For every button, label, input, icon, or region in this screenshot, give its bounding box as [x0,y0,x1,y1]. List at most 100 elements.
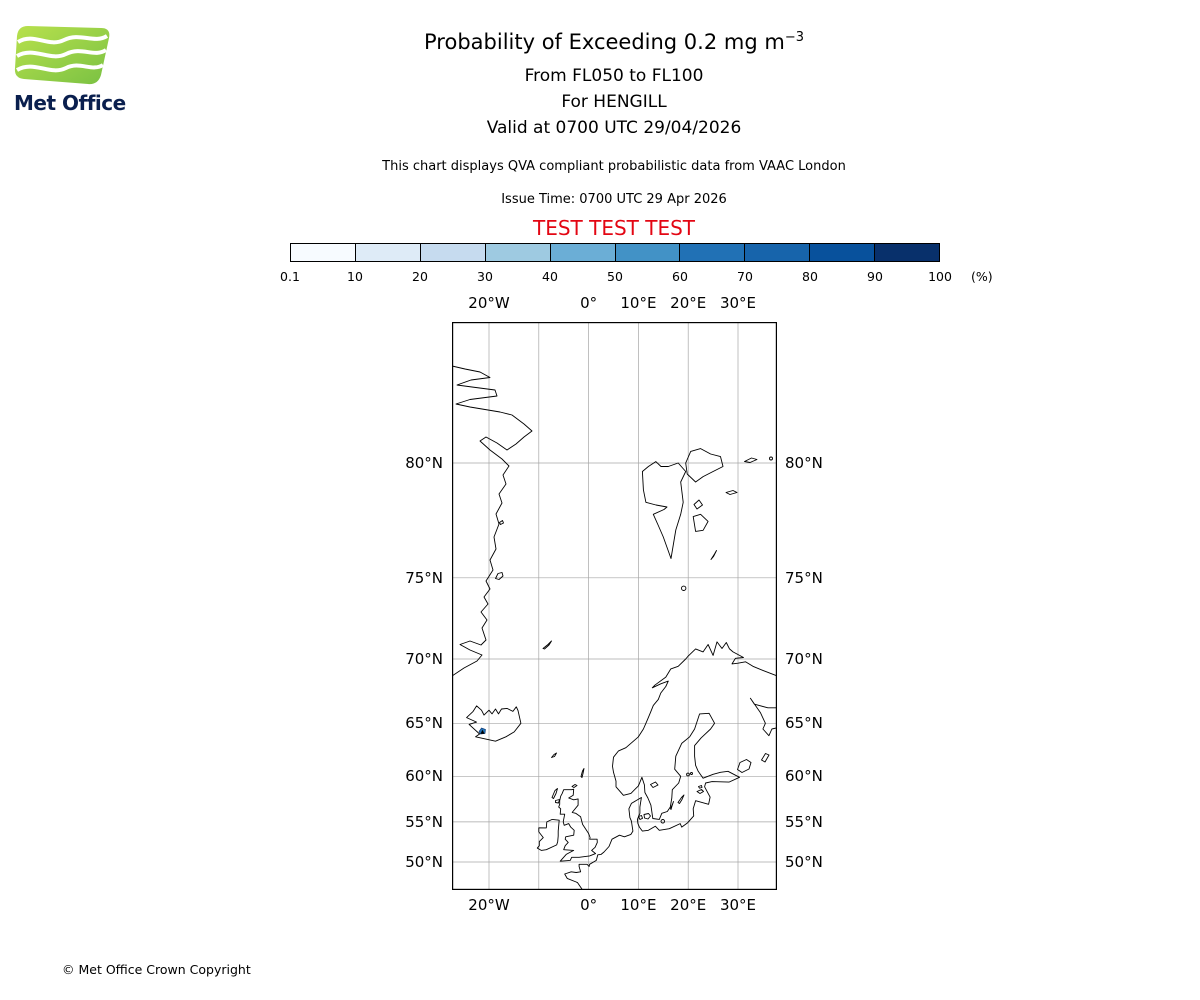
colorbar-tick-label: 100 [928,269,952,284]
chart-title-text: Probability of Exceeding 0.2 mg m [424,30,785,54]
coast-aland-1 [686,772,690,777]
colorbar-tick-label: 30 [477,269,493,284]
lon-label-bottom: 0° [580,896,598,914]
met-office-logo: Met Office [14,24,134,115]
issue-time: Issue Time: 0700 UTC 29 Apr 2026 [501,192,727,207]
colorbar-tick-label: 70 [737,269,753,284]
coast-zealand [643,813,651,820]
coast-mainland-europe [564,641,777,890]
coastlines [452,365,777,890]
coast-lewis [551,788,558,799]
lat-label-left: 75°N [405,568,443,587]
met-office-logo-graphic [14,26,110,85]
lon-label-bottom: 20°W [468,896,510,914]
colorbar-segment-7 [745,244,811,261]
lat-label-left: 55°N [405,812,443,831]
coast-hiiumaa [698,785,703,789]
coast-ile-de-france [499,520,504,525]
lon-label-bottom: 10°E [620,896,657,914]
lake-vanern [650,781,659,788]
colorbar-segment-1 [355,244,421,261]
lon-label-top: 20°W [468,294,510,312]
colorbar-segment-0 [291,244,356,261]
coast-bear-island [681,585,687,591]
coast-ireland [536,818,560,851]
coast-shannon-island [495,572,504,580]
lat-label-left: 60°N [405,767,443,786]
colorbar-segment-6 [680,244,746,261]
coast-funen [638,815,643,820]
met-office-logo-text: Met Office [14,91,126,115]
lon-label-bottom: 30°E [719,896,757,914]
colorbar-tick-label: 10 [347,269,363,284]
hengill-marker [478,727,486,735]
lat-label-left: 65°N [405,714,443,733]
colorbar-tick-label: 20 [412,269,428,284]
coast-bornholm [660,819,666,824]
map-svg [452,322,777,890]
lat-label-right: 80°N [785,454,823,472]
coast-skye [555,799,560,804]
colorbar-segment-8 [810,244,876,261]
coast-spitsbergen [641,461,687,559]
colorbar-tick-label: 90 [867,269,883,284]
colorbar-tick-label: 50 [607,269,623,284]
coast-edgeoya [692,513,709,532]
qva-description: This chart displays QVA compliant probab… [382,159,846,174]
lat-label-right: 70°N [785,650,823,668]
lon-label-top: 10°E [620,294,657,312]
copyright: © Met Office Crown Copyright [62,962,251,977]
lake-ladoga [737,759,752,773]
lon-label-bottom: 20°E [670,896,707,914]
colorbar-tick-label: 80 [802,269,818,284]
coast-faroes [551,752,557,758]
map-border [452,322,777,890]
lon-label-top: 30°E [719,294,757,312]
colorbar-segment-9 [875,244,940,261]
coast-nordaustlandet [685,448,724,483]
lon-label-top: 0° [580,294,598,312]
coast-barentsoya [693,499,703,510]
coast-hopen [710,550,717,560]
colorbar-tick-label: 0.1 [280,269,300,284]
coast-white-sea [749,697,777,737]
subtitle-volcano: For HENGILL [561,92,667,112]
colorbar-tick-label: 60 [672,269,688,284]
lat-label-left: 50°N [405,853,443,871]
coast-great-britain [558,788,598,862]
colorbar-unit: (%) [971,269,993,284]
subtitle-flight-levels: From FL050 to FL100 [524,66,704,86]
colorbar-segment-4 [550,244,616,261]
coast-shetland [580,768,585,778]
coast-victoria-island [769,456,773,461]
lat-label-right: 60°N [785,767,823,786]
lat-label-right: 50°N [785,853,823,871]
coast-kvitoya [744,457,758,463]
lat-label-right: 65°N [785,714,823,733]
lon-label-top: 20°E [670,294,707,312]
coast-aland-2 [690,772,693,775]
colorbar-tick-label: 40 [542,269,558,284]
subtitle-valid-time: Valid at 0700 UTC 29/04/2026 [486,118,742,138]
volcano-triangle-icon [480,729,485,734]
coast-greenland [452,365,533,677]
chart-title: Probability of Exceeding 0.2 mg m−3 [424,30,804,54]
coast-jan-mayen [542,640,552,650]
lat-label-right: 55°N [785,812,823,831]
coast-iceland [466,705,522,742]
colorbar-segment-3 [485,244,551,261]
lat-label-left: 70°N [405,650,443,668]
colorbar [290,243,940,262]
colorbar-segment-5 [615,244,681,261]
coast-gotland [677,794,685,804]
coast-kong-karls-land [725,490,738,495]
lake-onega [761,753,770,763]
coast-saaremaa [696,789,704,794]
lat-label-right: 75°N [785,568,823,587]
map-graticule [452,322,777,890]
coast-orkney [571,784,578,788]
lat-label-left: 80°N [405,454,443,472]
colorbar-ticks: 0.1 10 20 30 40 50 60 70 80 90 100 [280,269,952,285]
test-banner: TEST TEST TEST [532,216,696,240]
